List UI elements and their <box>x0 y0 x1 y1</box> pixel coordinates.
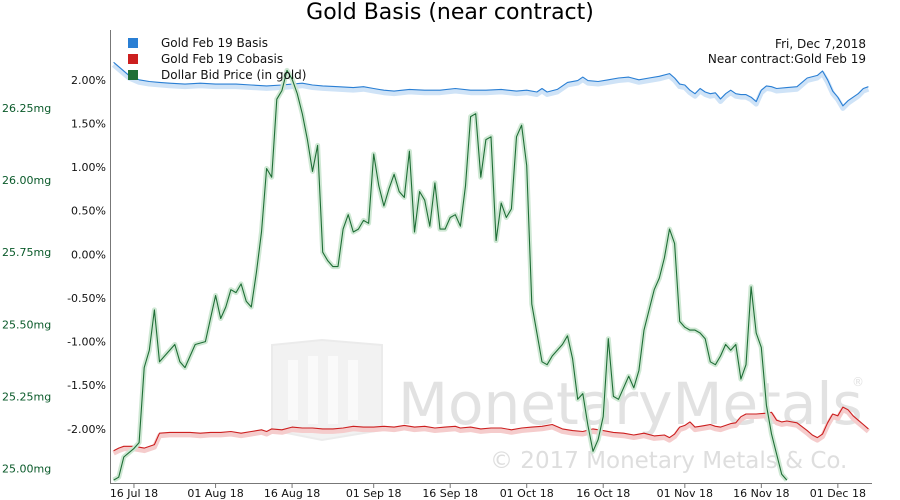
x-axis-tick-label: 16 Oct 18 <box>576 487 630 500</box>
percent-axis-tick-label: 2.00% <box>71 74 106 87</box>
watermark-brand-mark: ® <box>852 375 864 389</box>
series-lines <box>111 61 871 483</box>
info-box: Fri, Dec 7,2018 Near contract:Gold Feb 1… <box>708 37 866 66</box>
x-axis-tick-label: 01 Dec 18 <box>810 487 866 500</box>
percent-axis-tick-label: -0.50% <box>67 292 106 305</box>
left-axis-tick-label: 25.50mg <box>2 318 51 331</box>
x-axis-tick-label: 01 Oct 18 <box>500 487 554 500</box>
series-line-basis <box>113 61 869 107</box>
watermark-logo-icon <box>271 338 383 442</box>
percent-axis-tick-label: -1.00% <box>67 336 106 349</box>
series-line-cobasis-glow <box>112 407 871 456</box>
x-axis-tick-label: 16 Aug 18 <box>264 487 320 500</box>
percent-axis-tick-label: 1.50% <box>71 117 106 130</box>
series-line-basis-glow <box>111 62 870 111</box>
percent-axis-tick-label: -2.00% <box>67 423 106 436</box>
left-axis-tick-label: 25.75mg <box>2 246 51 259</box>
x-axis-tick-label: 01 Sep 18 <box>346 487 402 500</box>
left-axis-tick-label: 26.25mg <box>2 102 51 115</box>
legend-swatch-cobasis <box>128 54 138 64</box>
series-line-cobasis <box>113 406 869 452</box>
watermark-copyright: © 2017 Monetary Metals & Co. <box>490 448 847 474</box>
info-contract: Near contract:Gold Feb 19 <box>708 52 866 66</box>
percent-axis-tick-label: 0.00% <box>71 248 106 261</box>
legend: Gold Feb 19 Basis Gold Feb 19 Cobasis Do… <box>128 36 306 82</box>
left-axis-tick-label: 26.00mg <box>2 174 51 187</box>
x-axis-tick-label: 01 Nov 18 <box>657 487 713 500</box>
axes: 25.00mg 25.25mg 25.50mg 25.75mg 26.00mg 26.25… <box>2 74 866 500</box>
left-axis-tick-label: 25.00mg <box>2 463 51 476</box>
x-axis-tick-label: 16 Jul 18 <box>110 487 158 500</box>
legend-swatch-dollar <box>128 70 138 80</box>
percent-axis-tick-label: 1.00% <box>71 161 106 174</box>
legend-label-cobasis: Gold Feb 19 Cobasis <box>161 52 283 66</box>
x-axis-tick-label: 01 Aug 18 <box>187 487 243 500</box>
percent-axis-tick-label: -1.50% <box>67 379 106 392</box>
percent-axis-tick-label: 0.50% <box>71 205 106 218</box>
info-date: Fri, Dec 7,2018 <box>775 37 866 51</box>
left-axis-tick-label: 25.25mg <box>2 390 51 403</box>
legend-label-dollar: Dollar Bid Price (in gold) <box>161 68 306 82</box>
legend-swatch-basis <box>128 38 138 48</box>
legend-label-basis: Gold Feb 19 Basis <box>161 36 268 50</box>
chart-title: Gold Basis (near contract) <box>306 0 594 25</box>
x-axis-tick-label: 16 Sep 18 <box>422 487 478 500</box>
x-axis-tick-label: 16 Nov 18 <box>733 487 789 500</box>
series-line-dollar-bid-price <box>113 69 788 481</box>
